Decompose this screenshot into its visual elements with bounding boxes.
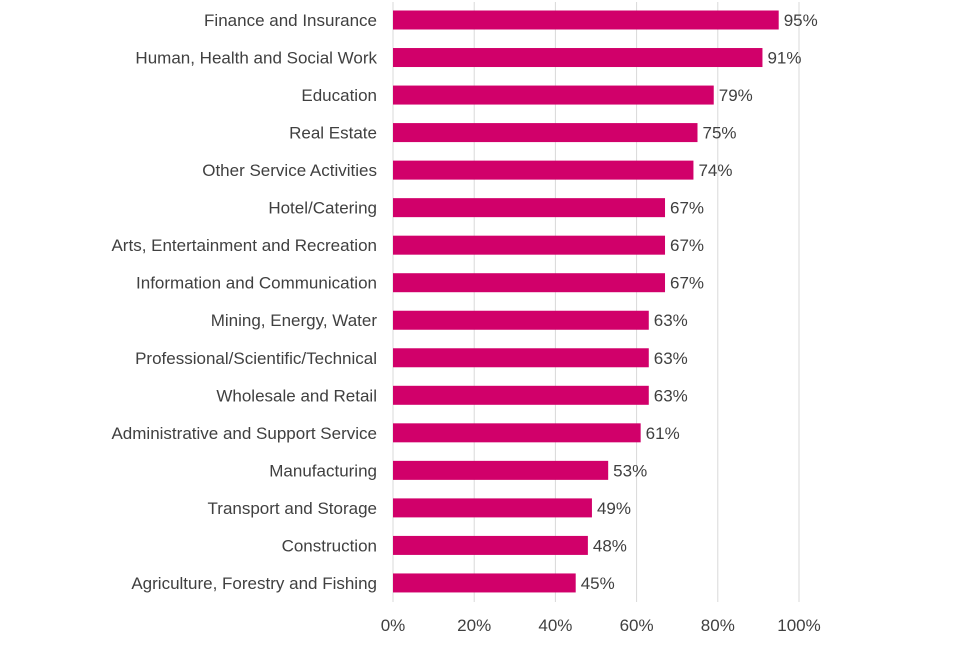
bar [393, 348, 649, 368]
bar [393, 385, 649, 405]
bar [393, 310, 649, 330]
data-label: 48% [593, 536, 627, 555]
data-label: 53% [613, 461, 647, 480]
data-label: 67% [670, 274, 704, 293]
data-label: 49% [597, 499, 631, 518]
bar [393, 535, 588, 555]
data-label: 63% [654, 349, 688, 368]
category-label: Administrative and Support Service [111, 424, 377, 443]
category-label: Other Service Activities [202, 161, 377, 180]
bar [393, 10, 779, 30]
category-label: Manufacturing [269, 461, 377, 480]
bar [393, 123, 698, 143]
category-labels: Finance and Insurance Human, Health and S… [111, 11, 377, 593]
data-labels: 95% 91% 79% 75% 74% 67% 67% 67% 63% 63% 63% 61% 53% 4… [581, 11, 818, 593]
data-label: 45% [581, 574, 615, 593]
data-label: 95% [784, 11, 818, 30]
category-label: Arts, Entertainment and Recreation [111, 236, 377, 255]
category-label: Education [301, 86, 377, 105]
data-label: 67% [670, 236, 704, 255]
data-label: 79% [719, 86, 753, 105]
x-tick-label: 100% [777, 616, 820, 635]
data-label: 91% [767, 49, 801, 68]
bar [393, 235, 666, 255]
x-tick-label: 20% [457, 616, 491, 635]
bar [393, 85, 714, 105]
bar [393, 498, 592, 518]
bars [393, 10, 779, 593]
category-label: Human, Health and Social Work [135, 49, 377, 68]
x-tick-label: 60% [620, 616, 654, 635]
bar [393, 273, 666, 293]
category-label: Finance and Insurance [204, 11, 377, 30]
category-label: Hotel/Catering [268, 199, 377, 218]
bar [393, 198, 666, 218]
data-label: 63% [654, 311, 688, 330]
bar [393, 460, 609, 480]
data-label: 74% [698, 161, 732, 180]
category-label: Wholesale and Retail [216, 386, 377, 405]
data-label: 61% [646, 424, 680, 443]
category-label: Agriculture, Forestry and Fishing [131, 574, 377, 593]
category-label: Professional/Scientific/Technical [135, 349, 377, 368]
category-label: Construction [282, 536, 377, 555]
category-label: Information and Communication [136, 274, 377, 293]
bar [393, 423, 641, 443]
bar [393, 48, 763, 68]
category-label: Real Estate [289, 124, 377, 143]
x-axis-tick-labels: 0% 20% 40% 60% 80% 100% [381, 616, 821, 635]
category-label: Mining, Energy, Water [211, 311, 378, 330]
data-label: 75% [703, 124, 737, 143]
category-label: Transport and Storage [208, 499, 377, 518]
bar [393, 160, 694, 180]
bar [393, 573, 576, 593]
x-tick-label: 0% [381, 616, 406, 635]
x-tick-label: 40% [538, 616, 572, 635]
data-label: 67% [670, 199, 704, 218]
data-label: 63% [654, 386, 688, 405]
x-tick-label: 80% [701, 616, 735, 635]
